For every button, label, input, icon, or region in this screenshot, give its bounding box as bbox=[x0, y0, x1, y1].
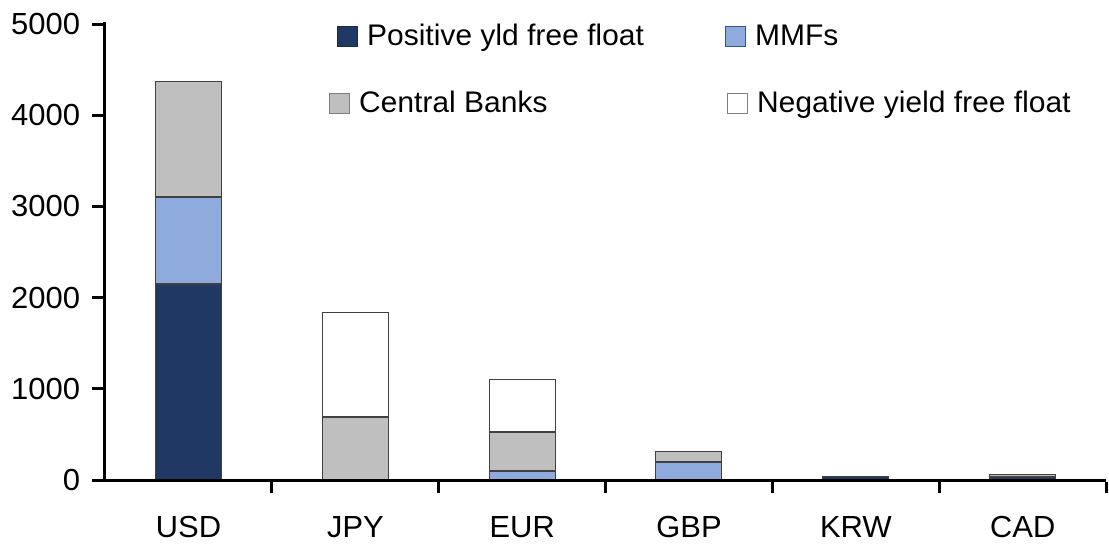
bar-segment-jpy-negative-yield-free-float bbox=[321, 312, 389, 418]
bar-segment-jpy-central-banks bbox=[321, 417, 389, 480]
y-tick-label-5000: 5000 bbox=[11, 6, 80, 41]
x-category-label-eur: EUR bbox=[489, 509, 555, 544]
y-tick-1000 bbox=[92, 387, 104, 391]
y-tick-label-3000: 3000 bbox=[11, 188, 80, 224]
bar-segment-usd-positive-yld-free-float bbox=[154, 283, 222, 480]
legend-swatch-positive-yld-free-float bbox=[337, 25, 358, 47]
x-category-label-cad: CAD bbox=[989, 509, 1056, 544]
y-tick-3000 bbox=[92, 204, 104, 208]
legend-swatch-negative-yield-free-float bbox=[727, 92, 748, 114]
x-tick-5 bbox=[937, 482, 941, 493]
y-tick-5000 bbox=[92, 22, 104, 26]
y-tick-0 bbox=[92, 478, 104, 482]
legend-label-mmfs: MMFs bbox=[755, 19, 839, 52]
x-category-label-krw: KRW bbox=[819, 509, 892, 544]
legend-item-mmfs: MMFs bbox=[725, 19, 838, 52]
legend-item-central-banks: Central Banks bbox=[329, 86, 547, 119]
y-tick-4000 bbox=[92, 113, 104, 117]
y-tick-label-0: 0 bbox=[62, 462, 80, 497]
x-category-label-usd: USD bbox=[155, 509, 222, 544]
bar-segment-eur-negative-yield-free-float bbox=[488, 378, 556, 432]
bar-segment-usd-mmfs bbox=[154, 197, 222, 284]
legend-swatch-mmfs bbox=[725, 25, 746, 47]
x-tick-1 bbox=[270, 482, 274, 493]
legend-swatch-central-banks bbox=[329, 92, 350, 114]
x-axis-line bbox=[103, 479, 1106, 482]
y-tick-label-2000: 2000 bbox=[11, 279, 80, 315]
x-tick-4 bbox=[770, 482, 774, 493]
y-tick-2000 bbox=[92, 296, 104, 300]
x-category-label-jpy: JPY bbox=[326, 509, 384, 544]
legend-label-negative-yield-free-float: Negative yield free float bbox=[757, 86, 1071, 119]
bar-segment-gbp-mmfs bbox=[655, 461, 723, 480]
y-tick-label-1000: 1000 bbox=[11, 370, 80, 406]
x-tick-3 bbox=[604, 482, 607, 493]
legend-label-positive-yld-free-float: Positive yld free float bbox=[367, 19, 644, 52]
bar-segment-usd-central-banks bbox=[154, 80, 222, 198]
y-tick-label-4000: 4000 bbox=[11, 97, 80, 133]
y-axis-line bbox=[103, 22, 106, 482]
x-category-label-gbp: GBP bbox=[656, 509, 722, 544]
legend-item-negative-yield-free-float: Negative yield free float bbox=[727, 86, 1071, 119]
x-tick-6 bbox=[1104, 482, 1108, 493]
bar-segment-cad-central-banks bbox=[989, 474, 1057, 478]
x-tick-2 bbox=[437, 482, 441, 493]
legend-item-positive-yld-free-float: Positive yld free float bbox=[337, 19, 644, 52]
bar-segment-eur-central-banks bbox=[488, 431, 556, 471]
bar-segment-gbp-central-banks bbox=[655, 450, 723, 462]
legend-label-central-banks: Central Banks bbox=[359, 86, 548, 119]
